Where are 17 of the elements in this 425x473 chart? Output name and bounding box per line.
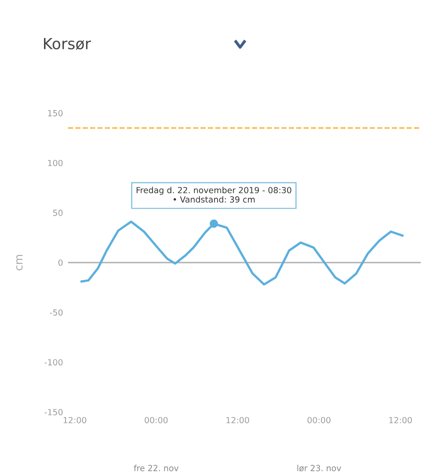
x-tick-label: 12:00 bbox=[389, 416, 412, 424]
x-tick-label: 00:00 bbox=[308, 416, 330, 424]
x-tick-label: 12:00 bbox=[64, 416, 86, 424]
y-tick-label: 100 bbox=[48, 160, 63, 166]
y-tick-label: -100 bbox=[44, 359, 63, 366]
annotation: Fredag d. 22. november 2019 - 08:30 • Vandstand: 39 cm bbox=[136, 186, 292, 203]
x-tick-label: 12:00 bbox=[226, 416, 250, 424]
y-tick-label: -50 bbox=[50, 309, 63, 316]
chart-title: Korsør bbox=[44, 38, 91, 50]
y-tick-label: -150 bbox=[44, 408, 63, 416]
x-tick-label: 00:00 bbox=[144, 416, 168, 424]
y-tick-label: 50 bbox=[53, 210, 63, 216]
y-axis-title: cm bbox=[16, 254, 23, 270]
text: fre 22. nov bbox=[134, 464, 179, 472]
y-tick-label: 150 bbox=[48, 110, 63, 116]
y-tick-label: 0 bbox=[58, 259, 63, 266]
text: lør 23. nov bbox=[297, 464, 342, 472]
